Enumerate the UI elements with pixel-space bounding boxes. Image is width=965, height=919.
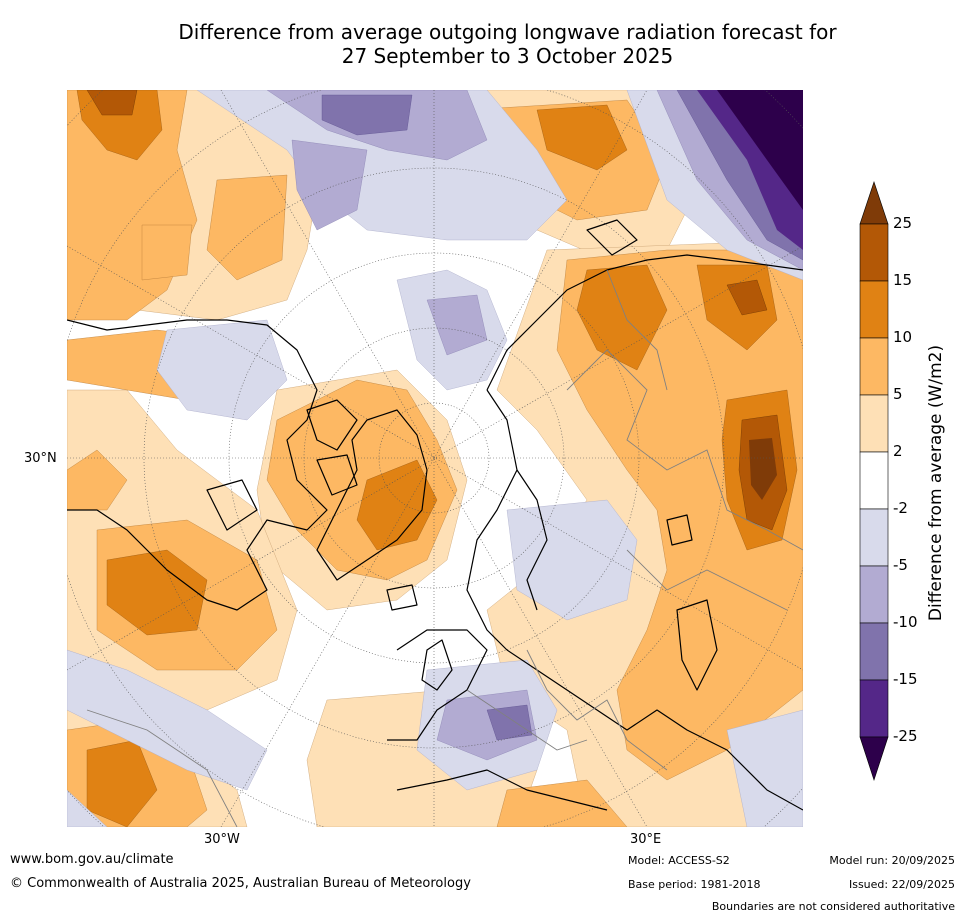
colorbar-tick: 2 [893,442,903,460]
boundaries-disclaimer: Boundaries are not considered authoritat… [711,900,955,913]
colorbar-extend-low [859,736,889,781]
anomaly-below-minus-25-region [717,90,803,210]
colorbar-tick: 10 [893,328,913,346]
colorbar-segment-10-15 [859,280,889,339]
colorbar-tick: 5 [893,385,903,403]
model-run-date: Model run: 20/09/2025 [829,854,955,867]
lat-label-30n: 30°N [24,451,57,466]
coastlines [67,219,803,811]
website-link[interactable]: www.bom.gov.au/climate [10,852,174,867]
anomaly-above-25-region [749,438,777,500]
country-borders [86,269,803,827]
colorbar [859,181,889,781]
base-period: Base period: 1981-2018 [628,878,761,891]
colorbar-segment-minus15-minus25 [859,679,889,738]
colorbar-tick: -2 [893,499,908,517]
colorbar-tick: 25 [893,214,913,232]
colorbar-tick: -10 [893,613,918,631]
title-line-2: 27 September to 3 October 2025 [341,44,674,68]
colorbar-title: Difference from average (W/m2) [926,344,946,622]
model-name: Model: ACCESS-S2 [628,854,730,867]
lon-label-30w: 30°W [204,832,240,847]
colorbar-segment-minus2-minus5 [859,508,889,567]
issued-date: Issued: 22/09/2025 [848,878,955,891]
chart-title: Difference from average outgoing longwav… [100,20,915,68]
colorbar-tick: 15 [893,271,913,289]
colorbar-extend-high [859,181,889,225]
lon-label-30e: 30°E [630,832,662,847]
colorbar-segment-2-5 [859,394,889,453]
meridian-lines [67,90,803,827]
colorbar-segment-minus10-minus15 [859,622,889,681]
colorbar-segment-neutral [859,451,889,510]
title-line-1: Difference from average outgoing longwav… [178,20,837,44]
colorbar-tick: -15 [893,670,918,688]
colorbar-segment-5-10 [859,337,889,396]
colorbar-tick: -25 [893,727,918,745]
colorbar-tick: -5 [893,556,908,574]
colorbar-segment-minus5-minus10 [859,565,889,624]
copyright-text: © Commonwealth of Australia 2025, Austra… [10,876,471,891]
colorbar-segment-15-25 [859,223,889,282]
anomaly-map [67,90,803,827]
